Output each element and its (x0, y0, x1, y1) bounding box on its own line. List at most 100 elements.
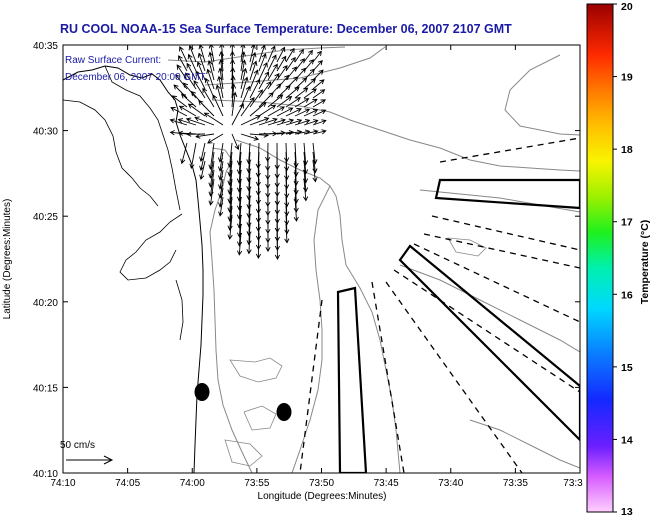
current-vector (217, 75, 224, 99)
x-tick-label: 73:55 (244, 478, 269, 489)
current-vector (312, 151, 318, 174)
current-vector (293, 187, 299, 213)
current-vector (274, 232, 281, 260)
current-vector (255, 232, 262, 259)
y-tick-label: 40:25 (33, 212, 58, 223)
current-vector (246, 169, 252, 192)
map-area (63, 45, 580, 473)
current-vector (258, 71, 270, 90)
current-vector (246, 178, 252, 201)
current-vector (303, 59, 314, 72)
current-vector (276, 129, 295, 136)
current-vector (185, 72, 197, 90)
current-vector (246, 160, 252, 183)
current-vector (276, 46, 286, 63)
bathymetry-contour (399, 189, 580, 469)
current-vector (236, 223, 243, 247)
current-vector (249, 117, 270, 126)
current-vector (240, 97, 255, 117)
current-vector (258, 81, 272, 99)
current-vector (193, 80, 206, 99)
current-vector (303, 88, 317, 99)
coastline (63, 65, 204, 473)
y-tick-label: 40:20 (33, 298, 58, 309)
current-vector (303, 98, 318, 108)
current-vector (206, 68, 215, 90)
current-vector (312, 69, 324, 81)
current-vector (267, 106, 286, 117)
current-vector (267, 54, 277, 72)
chart-title: RU COOL NOAA-15 Sea Surface Temperature:… (60, 22, 512, 36)
current-vector (284, 223, 290, 244)
current-vector (240, 59, 247, 81)
current-vector (312, 60, 323, 72)
x-axis-label: Longitude (Degrees:Minutes) (258, 491, 387, 502)
colorbar-tick-label: 17 (621, 217, 633, 229)
current-vector (178, 55, 188, 72)
current-vector (294, 48, 304, 63)
current-vector (312, 109, 327, 117)
current-vector (267, 73, 280, 90)
current-vector (231, 91, 238, 117)
current-vector (178, 105, 197, 117)
current-vector (246, 142, 252, 165)
current-vector (179, 46, 188, 63)
current-vector (294, 67, 307, 81)
current-vector (199, 160, 206, 181)
y-tick-label: 40:30 (33, 127, 58, 138)
current-vector (231, 133, 240, 151)
current-vector (218, 196, 224, 217)
current-vector (187, 103, 206, 117)
colorbar-ticks: 13 14 15 16 17 18 19 20 (613, 1, 633, 518)
bathymetry-contour (224, 237, 487, 467)
current-vector (176, 64, 188, 81)
radar-sector-lines (299, 137, 580, 473)
current-vector (276, 55, 287, 72)
current-vector (312, 89, 326, 99)
current-vector (231, 103, 244, 126)
current-vector (230, 75, 236, 99)
current-vector (285, 118, 303, 126)
current-vector (171, 95, 188, 108)
current-vector (276, 95, 293, 108)
current-vector (180, 142, 188, 165)
current-vector (180, 93, 197, 108)
x-tick-label: 74:10 (50, 478, 75, 489)
current-vector (249, 101, 267, 117)
scale-label: 50 cm/s (60, 440, 95, 451)
current-vector (265, 233, 271, 253)
current-vector (208, 178, 215, 206)
current-vectors (169, 45, 327, 260)
land-edge (63, 99, 159, 207)
y-axis: 40:10 40:15 40:20 40:25 40:30 40:35 (33, 41, 580, 480)
current-vector (246, 196, 252, 219)
y-axis-label: Latitude (Degrees:Minutes) (2, 199, 13, 320)
current-vector (240, 115, 261, 126)
current-vector (240, 133, 260, 141)
current-vector (312, 129, 327, 135)
current-vector (208, 51, 215, 72)
current-vector (173, 84, 188, 99)
colorbar-tick-label: 16 (621, 289, 633, 301)
current-vector (303, 119, 319, 126)
x-axis: 74:10 74:05 74:00 73:55 73:50 73:45 73:40 73:35… (50, 45, 583, 489)
current-vector (258, 53, 267, 72)
current-vector (215, 84, 224, 108)
current-vector (240, 67, 248, 90)
current-vector (198, 100, 215, 117)
colorbar-tick-label: 13 (621, 506, 633, 518)
x-tick-label: 73:45 (374, 478, 399, 489)
current-vector (249, 60, 258, 81)
current-vector (196, 61, 206, 81)
current-vector (246, 223, 252, 246)
current-vector (312, 79, 325, 90)
current-vector (293, 142, 299, 168)
current-vector (236, 232, 243, 256)
current-vector (276, 64, 288, 81)
current-vector (186, 131, 206, 137)
current-vector (207, 59, 215, 81)
current-vector (240, 51, 246, 72)
plot-frame (62, 44, 581, 474)
colorbar-tick-label: 14 (621, 434, 633, 446)
